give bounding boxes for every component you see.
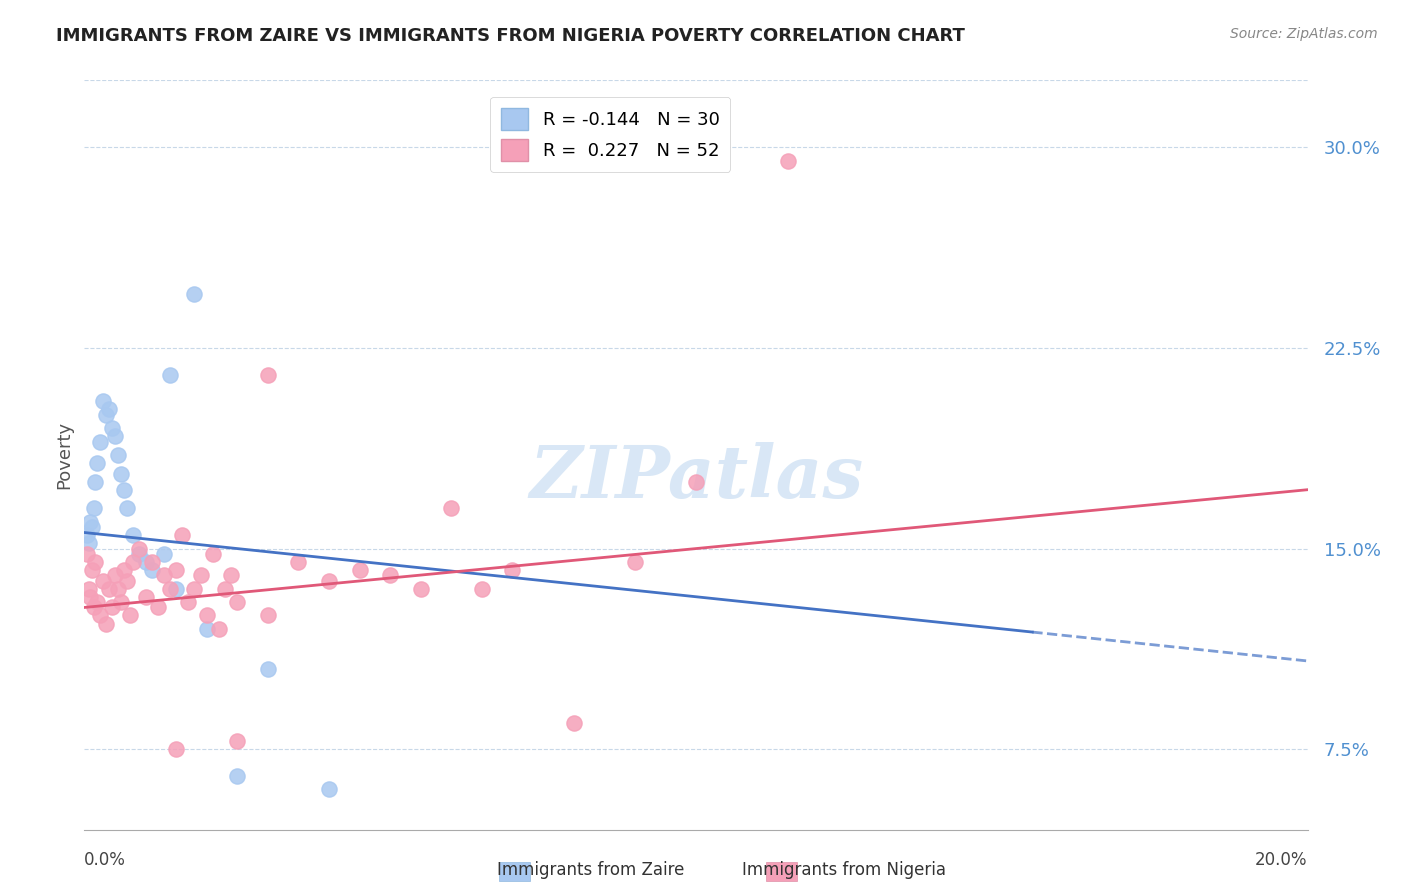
Point — [83, 600, 105, 615]
Point — [76, 528, 98, 542]
Point — [219, 568, 242, 582]
Point — [226, 595, 249, 609]
Point — [208, 622, 231, 636]
Point — [201, 547, 224, 561]
Point — [112, 563, 135, 577]
Point — [94, 408, 117, 422]
Point — [101, 600, 124, 615]
Point — [104, 429, 127, 443]
Legend: R = -0.144   N = 30, R =  0.227   N = 52: R = -0.144 N = 30, R = 0.227 N = 52 — [491, 97, 730, 171]
Point — [183, 582, 205, 596]
Point — [135, 555, 157, 569]
Point — [77, 582, 100, 596]
Point — [287, 555, 309, 569]
Point — [128, 547, 150, 561]
Point — [502, 563, 524, 577]
Y-axis label: Poverty: Poverty — [55, 421, 73, 489]
Point — [76, 547, 98, 561]
Point — [257, 662, 280, 676]
Point — [214, 582, 236, 596]
Point — [112, 483, 135, 497]
Point — [440, 501, 463, 516]
Point — [141, 563, 163, 577]
Point — [86, 595, 108, 609]
Point — [685, 475, 707, 489]
Point — [77, 536, 100, 550]
Text: ZIPatlas: ZIPatlas — [529, 442, 863, 513]
Text: 20.0%: 20.0% — [1256, 851, 1308, 869]
Point — [318, 574, 340, 588]
Point — [195, 608, 218, 623]
Point — [141, 555, 163, 569]
Point — [86, 456, 108, 470]
Point — [110, 467, 132, 481]
Point — [79, 590, 101, 604]
Text: 0.0%: 0.0% — [84, 851, 127, 869]
Point — [409, 582, 432, 596]
Point — [89, 434, 111, 449]
Point — [83, 501, 105, 516]
Point — [165, 563, 187, 577]
Point — [257, 608, 280, 623]
Point — [115, 501, 138, 516]
Point — [122, 528, 145, 542]
Point — [380, 568, 402, 582]
Point — [128, 541, 150, 556]
Point — [318, 782, 340, 797]
Point — [190, 568, 212, 582]
Point — [91, 394, 114, 409]
Point — [107, 582, 129, 596]
Point — [135, 590, 157, 604]
Point — [226, 734, 249, 748]
Point — [159, 368, 181, 382]
Point — [562, 715, 585, 730]
Point — [80, 563, 103, 577]
Text: IMMIGRANTS FROM ZAIRE VS IMMIGRANTS FROM NIGERIA POVERTY CORRELATION CHART: IMMIGRANTS FROM ZAIRE VS IMMIGRANTS FROM… — [56, 27, 965, 45]
Text: Immigrants from Nigeria: Immigrants from Nigeria — [741, 861, 946, 879]
Point — [177, 595, 200, 609]
Point — [183, 287, 205, 301]
Point — [104, 568, 127, 582]
Point — [380, 841, 402, 855]
Point — [624, 555, 647, 569]
Point — [471, 582, 494, 596]
Point — [110, 595, 132, 609]
Point — [122, 555, 145, 569]
Point — [146, 600, 169, 615]
Point — [94, 616, 117, 631]
Point — [84, 555, 107, 569]
Point — [107, 448, 129, 462]
Point — [120, 608, 142, 623]
Point — [776, 153, 799, 168]
Point — [84, 475, 107, 489]
Point — [79, 515, 101, 529]
Point — [349, 563, 371, 577]
Point — [153, 547, 176, 561]
Point — [97, 402, 120, 417]
Text: Immigrants from Zaire: Immigrants from Zaire — [496, 861, 685, 879]
Point — [101, 421, 124, 435]
Point — [153, 568, 176, 582]
Point — [165, 742, 187, 756]
Text: Source: ZipAtlas.com: Source: ZipAtlas.com — [1230, 27, 1378, 41]
Point — [80, 520, 103, 534]
Point — [89, 608, 111, 623]
Point — [195, 622, 218, 636]
Point — [115, 574, 138, 588]
Point — [226, 769, 249, 783]
Point — [172, 528, 194, 542]
Point — [159, 582, 181, 596]
Point — [257, 368, 280, 382]
Point — [165, 582, 187, 596]
Point — [91, 574, 114, 588]
Point — [97, 582, 120, 596]
